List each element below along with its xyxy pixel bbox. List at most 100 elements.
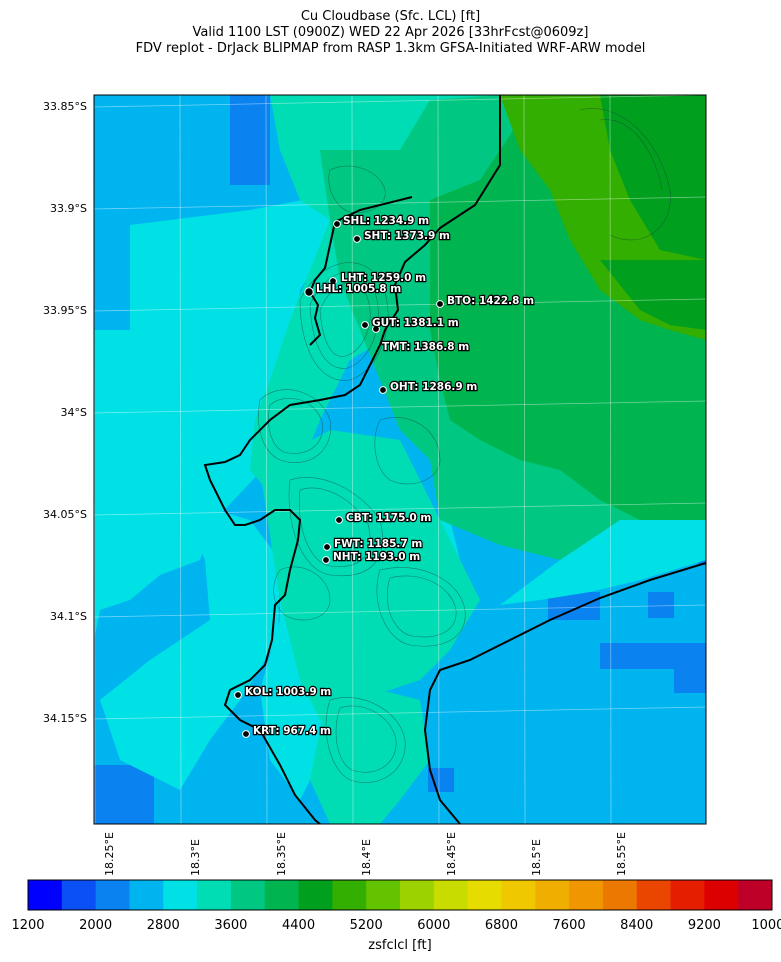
teal-land-field	[310, 680, 430, 824]
station-label-krt: KRT: 967.4 m	[253, 725, 331, 737]
station-marker-lht[interactable]	[329, 277, 337, 285]
colorbar-swatch	[163, 880, 198, 910]
station-label-oht: OHT: 1286.9 m	[390, 381, 477, 393]
coastline-west	[203, 95, 501, 824]
station-label-tmt: TMT: 1386.8 m	[382, 341, 469, 353]
colorbar-title: zsfclcl [ft]	[368, 938, 431, 953]
graticule	[94, 95, 706, 824]
colorbar-swatch	[264, 880, 300, 910]
station-label-nht: NHT: 1193.0 m	[333, 551, 420, 563]
teal-land-field	[260, 430, 480, 720]
lat-label: 34°S	[61, 406, 87, 419]
colorbar-ticks: 1200 2000 2800 3600 4400 5200 6000 6800 7600 8400…	[11, 918, 781, 933]
lon-label: 18.45°E	[445, 832, 458, 876]
station-marker-oht[interactable]	[379, 386, 387, 394]
colorbar-tick-label: 9200	[688, 918, 721, 933]
station-marker-sht[interactable]	[353, 235, 361, 243]
station-marker-bto[interactable]	[436, 300, 444, 308]
field-patch	[600, 260, 706, 330]
field-patch	[674, 669, 706, 693]
station-label-shl: SHL: 1234.9 m	[343, 215, 429, 227]
colorbar-swatch	[467, 880, 502, 910]
coastal-cyan-field	[100, 500, 280, 790]
colorbar-swatch	[569, 880, 604, 910]
colorbar-swatch	[501, 880, 536, 910]
lon-label: 18.4°E	[360, 839, 373, 876]
colorbar-tick-label: 1200	[11, 918, 44, 933]
colorbar-swatch	[366, 880, 401, 910]
colorbar-swatch	[400, 880, 435, 910]
lon-label: 18.35°E	[275, 832, 288, 876]
colorbar-swatch	[332, 880, 367, 910]
station-label-lhl: LHL: 1005.8 m	[316, 283, 401, 295]
colorbar-tick-label: 4400	[282, 918, 315, 933]
station-label-sht: SHT: 1373.9 m	[364, 230, 450, 242]
colorbar-tick-label: 2800	[147, 918, 180, 933]
field-patch	[648, 592, 674, 618]
station-markers	[234, 220, 444, 738]
station-label-kol: KOL: 1003.9 m	[245, 686, 331, 698]
colorbar-swatch	[535, 880, 570, 910]
colorbar-tick-label: 5200	[350, 918, 383, 933]
station-marker-fwt[interactable]	[323, 543, 331, 551]
colorbar-swatch	[95, 880, 130, 910]
colorbar-tick-label: 6800	[485, 918, 518, 933]
lon-label: 18.5°E	[530, 839, 543, 876]
colorbar-tick-label: 10000	[751, 918, 781, 933]
lat-label: 33.85°S	[43, 100, 87, 113]
lon-label: 18.55°E	[615, 832, 628, 876]
station-marker-gut[interactable]	[361, 321, 369, 329]
field-patch	[600, 95, 706, 260]
title-line-1: Cu Cloudbase (Sfc. LCL) [ft]	[300, 9, 481, 24]
lon-label: 18.25°E	[103, 832, 116, 876]
colorbar-swatch	[704, 880, 739, 910]
colorbar-tick-label: 6000	[417, 918, 450, 933]
station-marker-nht[interactable]	[322, 556, 330, 564]
coastline-false-bay	[423, 562, 706, 824]
colorbar-frame	[27, 879, 773, 911]
station-marker-cbt[interactable]	[335, 516, 343, 524]
colorbar-swatch	[129, 880, 164, 910]
coastline-table-bay	[308, 196, 413, 346]
station-marker-kol[interactable]	[234, 691, 242, 699]
latitude-axis: 33.85°S 33.9°S 33.95°S 34°S 34.05°S 34.1…	[43, 100, 87, 725]
station-labels: SHL: 1234.9 m SHT: 1373.9 m LHT: 1259.0 …	[244, 214, 536, 738]
coastal-cyan-field	[500, 520, 706, 605]
station-marker-krt[interactable]	[242, 730, 250, 738]
station-label-fwt: FWT: 1185.7 m	[334, 538, 422, 550]
colorbar-swatch	[230, 880, 266, 910]
map-area: SHL: 1234.9 m SHT: 1373.9 m LHT: 1259.0 …	[94, 95, 706, 824]
lat-label: 34.1°S	[50, 610, 87, 623]
colorbar-swatch	[433, 880, 469, 910]
colorbar-swatch	[636, 880, 672, 910]
colorbar-swatch	[602, 880, 638, 910]
colorbar-tick-label: 8400	[620, 918, 653, 933]
station-marker-shl[interactable]	[333, 220, 341, 228]
colorbar-swatch	[298, 880, 333, 910]
title-line-3: FDV replot - DrJack BLIPMAP from RASP 1.…	[135, 41, 646, 56]
station-label-lht: LHT: 1259.0 m	[341, 272, 426, 284]
field-patch	[94, 765, 154, 824]
coastal-cyan-field	[94, 195, 330, 640]
colorbar-swatch	[61, 880, 97, 910]
lon-label: 18.3°E	[189, 839, 202, 876]
lat-label: 34.05°S	[43, 508, 87, 521]
lat-label: 34.15°S	[43, 712, 87, 725]
colorbar-tick-label: 7600	[553, 918, 586, 933]
terrain-contours	[258, 108, 671, 783]
colorbar-swatch	[28, 880, 63, 910]
station-marker-tmt[interactable]	[372, 325, 380, 333]
colorbar	[28, 880, 773, 910]
colorbar-swatch	[738, 880, 773, 910]
colorbar-swatch	[197, 880, 232, 910]
lat-label: 33.95°S	[43, 304, 87, 317]
station-label-gut: GUT: 1381.1 m	[372, 317, 459, 329]
station-marker-lhl[interactable]	[304, 287, 314, 297]
station-label-bto: BTO: 1422.8 m	[447, 295, 534, 307]
map-frame	[93, 94, 707, 825]
colorbar-tick-label: 2000	[79, 918, 112, 933]
title-line-2: Valid 1100 LST (0900Z) WED 22 Apr 2026 […	[192, 25, 589, 40]
colorbar-tick-label: 3600	[214, 918, 247, 933]
longitude-axis: 18.25°E 18.3°E 18.35°E 18.4°E 18.45°E 18…	[103, 832, 628, 876]
